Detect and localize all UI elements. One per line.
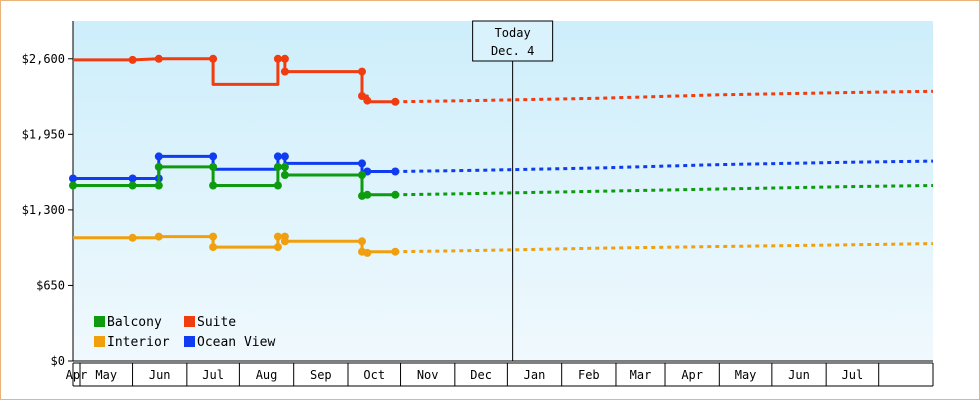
x-month-label: Jun — [149, 368, 171, 382]
data-point-interior — [128, 233, 137, 242]
x-month-label: May — [95, 368, 117, 382]
data-point-ocean-view — [209, 152, 218, 161]
legend-swatch — [184, 316, 195, 327]
legend-label: Ocean View — [197, 335, 275, 350]
data-point-suite — [209, 54, 218, 63]
forecast-line-balcony — [395, 184, 934, 197]
data-point-suite — [363, 96, 372, 105]
today-box — [472, 20, 554, 62]
x-month-label: Jul — [842, 368, 864, 382]
data-point-balcony — [273, 181, 282, 190]
data-point-suite — [280, 54, 289, 63]
data-point-suite — [280, 67, 289, 76]
plot-background — [73, 21, 933, 361]
data-point-ocean-view — [273, 152, 282, 161]
data-point-balcony — [69, 181, 77, 190]
data-point-interior — [391, 247, 400, 256]
y-tick-label: $1,950 — [22, 127, 65, 141]
data-point-balcony — [280, 171, 289, 179]
x-month-label: Sep — [310, 368, 332, 382]
data-point-suite — [391, 97, 400, 106]
x-month-label: Oct — [363, 368, 385, 382]
today-marker: Today Dec. 4 — [472, 20, 554, 361]
x-month-label: Feb — [578, 368, 600, 382]
legend-label: Suite — [197, 315, 236, 330]
legend-swatch — [94, 316, 105, 327]
today-date-label: Dec. 4 — [491, 44, 534, 58]
data-point-ocean-view — [391, 167, 400, 176]
data-point-ocean-view — [280, 152, 289, 161]
legend-label: Balcony — [107, 315, 162, 330]
axes-layer: $0 $650 $1,300 $1,950 $2,600 Apr May Jun Jul Aug S… — [22, 21, 934, 387]
forecast-line-ocean-view — [395, 159, 934, 173]
data-point-balcony — [363, 190, 372, 199]
x-month-label: Jan — [524, 368, 546, 382]
data-point-suite — [154, 54, 163, 63]
legend-swatch — [94, 336, 105, 347]
data-point-interior — [363, 248, 372, 257]
today-label: Today — [495, 26, 531, 40]
data-point-balcony — [209, 181, 218, 190]
x-month-label: Dec — [470, 368, 492, 382]
series-layer — [69, 54, 934, 257]
data-point-interior — [273, 243, 282, 252]
data-point-interior — [209, 232, 218, 241]
data-point-interior — [273, 232, 282, 241]
forecast-line-suite — [395, 89, 934, 104]
x-month-label: Aug — [256, 368, 278, 382]
data-point-balcony — [128, 181, 137, 190]
y-tick-label: $2,600 — [22, 52, 65, 66]
legend: Balcony Suite Interior Ocean View — [94, 315, 275, 350]
data-point-balcony — [154, 181, 163, 190]
data-point-balcony — [280, 162, 289, 171]
x-month-label: May — [735, 368, 757, 382]
legend-swatch — [184, 336, 195, 347]
data-point-suite — [273, 54, 282, 63]
data-point-suite — [358, 92, 366, 100]
data-point-ocean-view — [154, 152, 163, 161]
data-point-ocean-view — [128, 174, 137, 183]
x-month-label: Apr — [66, 368, 88, 382]
y-tick-label: $1,300 — [22, 203, 65, 217]
x-month-label: Mar — [630, 368, 652, 382]
data-point-ocean-view — [69, 174, 77, 183]
data-point-interior — [358, 237, 366, 246]
data-point-balcony — [358, 171, 366, 179]
data-point-balcony — [154, 162, 163, 171]
data-point-balcony — [391, 190, 400, 199]
x-month-label: Jun — [788, 368, 810, 382]
x-month-label: Apr — [681, 368, 703, 382]
x-month-label: Nov — [417, 368, 439, 382]
data-point-interior — [209, 243, 218, 252]
forecast-line-interior — [395, 242, 934, 254]
data-point-ocean-view — [358, 159, 366, 168]
data-point-interior — [280, 237, 289, 246]
legend-label: Interior — [107, 335, 170, 350]
data-point-suite — [128, 55, 137, 64]
y-tick-label: $650 — [36, 278, 65, 292]
data-point-suite — [358, 67, 366, 76]
x-month-label: Jul — [202, 368, 224, 382]
data-point-interior — [154, 232, 163, 241]
y-tick-label: $0 — [51, 354, 65, 368]
data-point-balcony — [209, 162, 218, 171]
data-point-balcony — [273, 162, 282, 171]
